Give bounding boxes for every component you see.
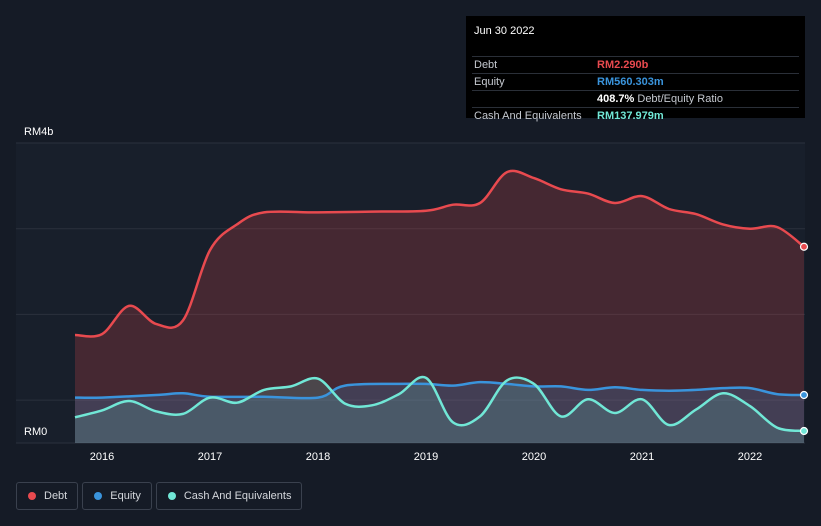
legend-dot-icon [28, 492, 36, 500]
tooltip-cash-value: RM137.979m [597, 110, 664, 122]
tooltip-divider [472, 107, 799, 108]
x-tick-label: 2021 [630, 451, 654, 463]
legend-dot-icon [94, 492, 103, 500]
x-tick-label: 2016 [90, 451, 114, 463]
grid-lines [16, 142, 805, 444]
x-tick-label: 2017 [198, 451, 222, 463]
x-tick-label: 2020 [522, 451, 546, 463]
tooltip-ratio-label: Debt/Equity Ratio [637, 93, 723, 105]
series-end-markers [799, 242, 809, 436]
line-equity [74, 380, 805, 400]
x-tick-label: 2018 [306, 451, 330, 463]
plot-background [16, 143, 805, 443]
end-marker-cash-and-equivalents [799, 426, 809, 436]
tooltip-cash-label: Cash And Equivalents [474, 110, 582, 122]
tooltip-debt-label: Debt [474, 59, 498, 71]
legend-label-debt: Debt [44, 490, 68, 502]
line-debt [74, 169, 805, 338]
tooltip-row-debt: Debt RM2.290b [466, 57, 805, 74]
axis-labels: RM4b RM0 2016 2017 2018 2019 2020 2021 2022 [24, 126, 762, 463]
chart-legend: Debt Equity Cash And Equivalents [16, 482, 303, 510]
area-debt [75, 170, 804, 443]
legend-item-cash[interactable]: Cash And Equivalents [155, 482, 303, 510]
tooltip-row-cash: Cash And Equivalents RM137.979m [466, 108, 805, 125]
y-axis-bottom-label: RM0 [24, 426, 47, 438]
tooltip-row-equity: Equity RM560.303m [466, 74, 805, 91]
tooltip-equity-label: Equity [474, 76, 505, 88]
x-tick-label: 2019 [414, 451, 438, 463]
y-axis-top-label: RM4b [24, 126, 53, 138]
end-marker-debt [799, 242, 809, 251]
tooltip-debt-value: RM2.290b [597, 59, 649, 71]
tooltip-divider [472, 90, 799, 91]
tooltip-equity-value: RM560.303m [597, 76, 664, 88]
tooltip-ratio-value: 408.7% Debt/Equity Ratio [597, 93, 723, 105]
tooltip-ratio-number: 408.7% [597, 93, 635, 105]
legend-dot-icon [167, 492, 176, 500]
legend-item-equity[interactable]: Equity [82, 482, 152, 510]
tooltip-date: Jun 30 2022 [474, 25, 535, 37]
series-lines [74, 169, 805, 433]
end-marker-equity [799, 390, 809, 400]
tooltip-divider [472, 73, 799, 74]
legend-item-debt[interactable]: Debt [16, 482, 79, 510]
chart-tooltip: Jun 30 2022 Debt RM2.290b Equity RM560.3… [466, 16, 805, 122]
tooltip-row-ratio: 408.7% Debt/Equity Ratio [466, 91, 805, 108]
legend-label-equity: Equity [110, 490, 141, 502]
legend-label-cash: Cash And Equivalents [183, 490, 292, 502]
tooltip-divider [472, 56, 799, 57]
x-tick-label: 2022 [738, 451, 762, 463]
line-cash-and-equivalents [74, 375, 805, 433]
